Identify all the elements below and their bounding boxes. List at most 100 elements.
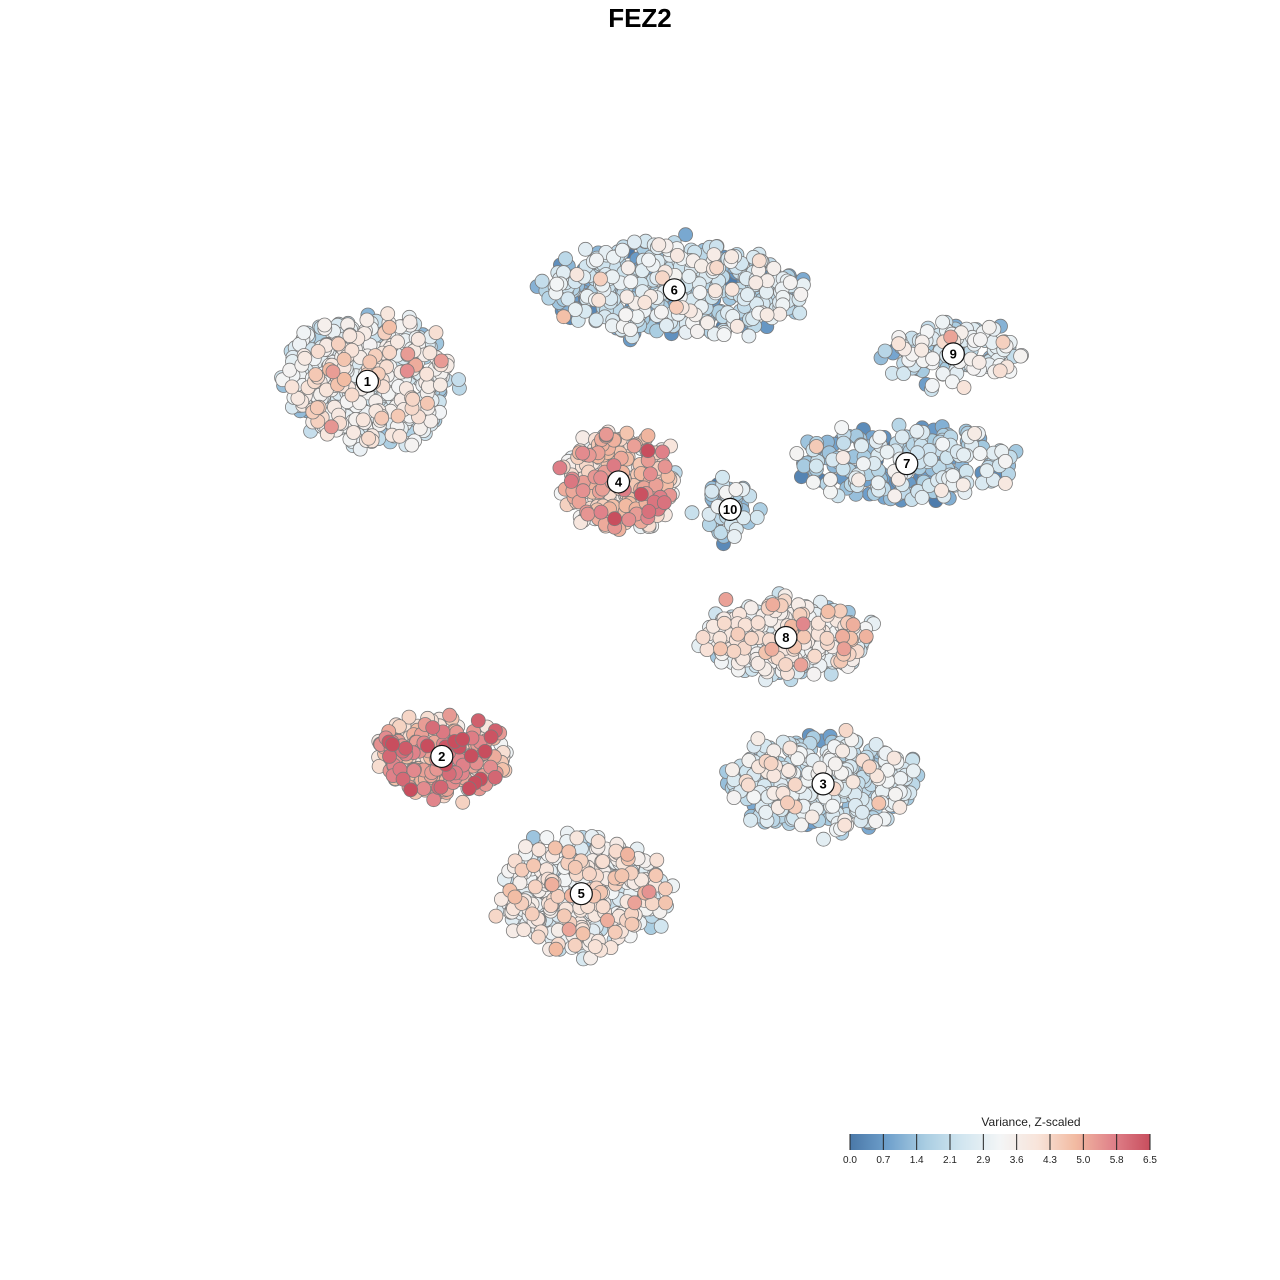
data-point bbox=[715, 469, 730, 485]
data-point bbox=[684, 505, 700, 521]
data-point bbox=[807, 648, 823, 664]
data-point bbox=[428, 325, 444, 341]
data-point bbox=[361, 430, 377, 446]
data-point bbox=[856, 456, 871, 472]
data-point bbox=[835, 450, 851, 466]
data-point bbox=[795, 616, 811, 632]
data-point bbox=[575, 445, 590, 461]
data-point bbox=[825, 798, 841, 814]
data-point bbox=[402, 314, 418, 330]
data-point bbox=[385, 737, 400, 752]
data-point bbox=[410, 331, 426, 347]
data-point bbox=[547, 840, 563, 856]
data-point bbox=[695, 630, 711, 645]
data-point bbox=[621, 512, 637, 527]
data-point bbox=[992, 363, 1008, 379]
data-point bbox=[766, 260, 782, 276]
data-point bbox=[750, 656, 766, 671]
data-point bbox=[589, 252, 604, 268]
data-point bbox=[809, 439, 824, 454]
data-point bbox=[567, 860, 583, 875]
data-point bbox=[793, 286, 809, 302]
data-point bbox=[935, 314, 950, 330]
data-point bbox=[380, 306, 396, 322]
data-point bbox=[659, 318, 674, 333]
cluster-label-5: 5 bbox=[569, 882, 593, 906]
cluster-labels-layer: 1 2 3 4 5 6 7 8 9 10 bbox=[355, 278, 965, 906]
data-point bbox=[626, 438, 642, 454]
data-point bbox=[870, 475, 886, 491]
data-point bbox=[758, 805, 774, 820]
data-point bbox=[620, 260, 636, 276]
data-point bbox=[816, 831, 831, 847]
data-point bbox=[651, 237, 667, 253]
data-point bbox=[442, 707, 458, 723]
data-point bbox=[655, 444, 670, 460]
cluster-label-badge bbox=[355, 369, 379, 393]
legend-tick-label: 4.3 bbox=[1043, 1155, 1057, 1166]
data-point bbox=[823, 472, 838, 487]
data-point bbox=[894, 429, 910, 445]
data-point bbox=[906, 763, 921, 779]
data-point bbox=[656, 495, 672, 511]
data-point bbox=[526, 858, 541, 873]
data-point bbox=[593, 470, 609, 486]
data-point bbox=[455, 794, 471, 810]
data-point bbox=[374, 410, 390, 426]
data-point bbox=[382, 319, 397, 335]
data-point bbox=[914, 489, 930, 505]
data-point bbox=[925, 351, 940, 367]
cluster-label-badge bbox=[895, 452, 919, 476]
data-point bbox=[854, 804, 870, 820]
data-point bbox=[835, 743, 850, 759]
legend-tick-label: 0.7 bbox=[876, 1155, 890, 1166]
data-point bbox=[582, 866, 597, 882]
data-point bbox=[887, 488, 903, 504]
data-point bbox=[772, 306, 788, 322]
data-point bbox=[640, 428, 656, 444]
cluster-label-badge bbox=[718, 497, 742, 521]
cluster-label-badge bbox=[430, 744, 454, 769]
points-layer bbox=[274, 227, 1029, 967]
data-point bbox=[943, 329, 959, 345]
data-point bbox=[323, 419, 339, 435]
legend-title: Variance, Z-scaled bbox=[981, 1115, 1080, 1129]
data-point bbox=[694, 258, 709, 274]
data-point bbox=[827, 756, 843, 772]
data-point bbox=[700, 315, 715, 331]
data-point bbox=[956, 447, 971, 463]
cluster-label-3: 3 bbox=[811, 772, 835, 796]
data-point bbox=[591, 292, 607, 308]
data-point bbox=[643, 466, 658, 482]
data-point bbox=[790, 751, 805, 767]
data-point bbox=[891, 471, 906, 487]
data-point bbox=[309, 400, 325, 416]
data-point bbox=[599, 426, 614, 442]
cluster-label-text: 10 bbox=[723, 502, 737, 517]
data-point bbox=[743, 812, 758, 828]
data-point bbox=[741, 328, 757, 344]
cluster-label-8: 8 bbox=[774, 625, 798, 650]
data-point bbox=[690, 324, 705, 339]
data-point bbox=[461, 781, 477, 796]
data-point bbox=[716, 327, 732, 343]
cluster-label-2: 2 bbox=[430, 744, 454, 769]
data-point bbox=[336, 371, 352, 387]
chart-title: FEZ2 bbox=[608, 3, 672, 33]
data-point bbox=[896, 366, 911, 382]
data-point bbox=[649, 852, 665, 868]
data-point bbox=[416, 781, 432, 796]
data-point bbox=[872, 429, 888, 445]
data-point bbox=[837, 817, 853, 833]
data-point bbox=[575, 430, 591, 446]
data-point bbox=[593, 271, 608, 287]
data-point bbox=[995, 334, 1011, 350]
data-point bbox=[524, 906, 540, 922]
cluster-label-4: 4 bbox=[606, 470, 631, 494]
data-point bbox=[748, 275, 764, 291]
data-point bbox=[681, 268, 697, 284]
data-point bbox=[619, 289, 635, 305]
data-point bbox=[433, 353, 449, 369]
cluster-label-text: 8 bbox=[782, 630, 789, 645]
data-point bbox=[433, 779, 449, 795]
